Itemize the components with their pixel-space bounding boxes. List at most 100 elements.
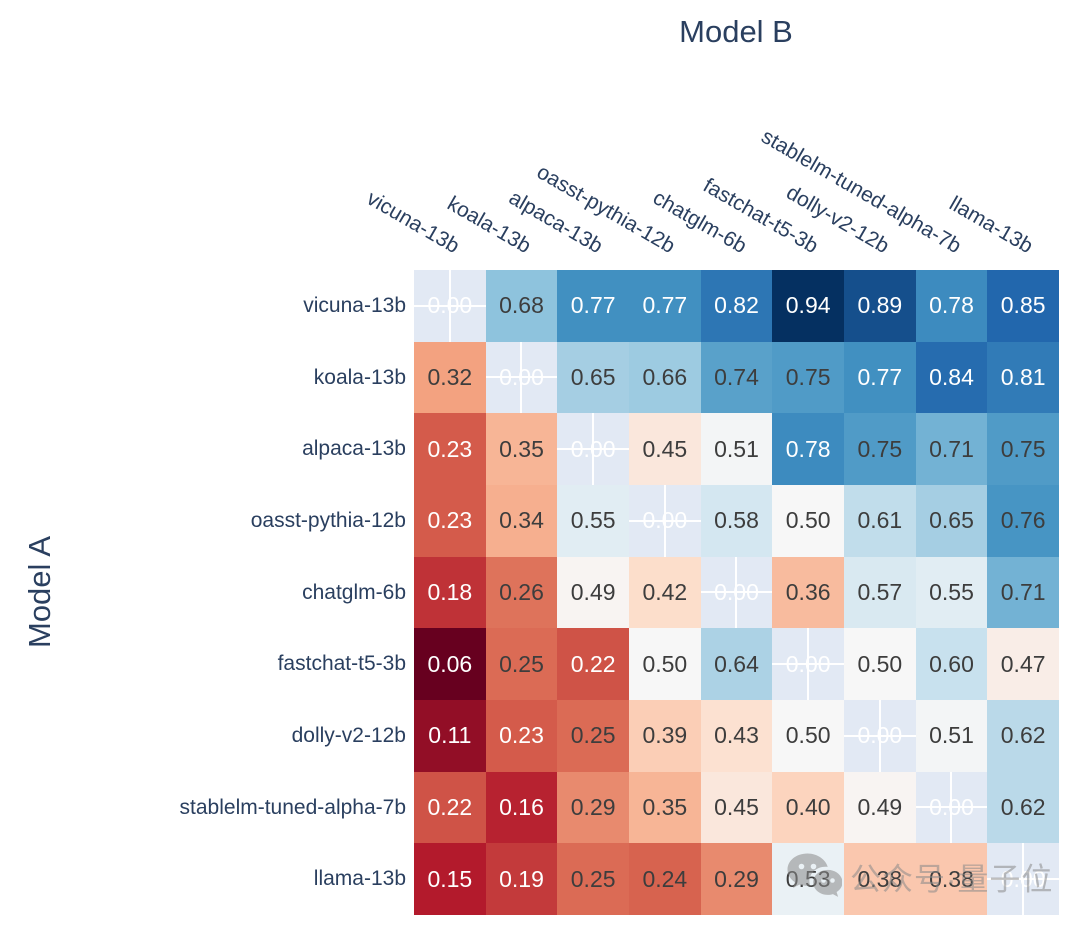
row-label-vicuna-13b: vicuna-13b [303,293,406,317]
heatmap-cell-stablelm-tuned-alpha-7b-vs-llama-13b: 0.62 [987,771,1059,844]
heatmap-cell-chatglm-6b-vs-llama-13b: 0.71 [987,556,1059,629]
x-axis-title: Model B [679,14,793,49]
cell-value: 0.45 [642,435,688,462]
heatmap-cell-alpaca-13b-vs-vicuna-13b: 0.23 [414,413,486,485]
row-label-llama-13b: llama-13b [313,867,406,891]
cell-value: 0.24 [642,865,688,892]
heatmap-grid: 0.00 0.68 0.77 0.77 0.82 0.94 0.89 0.78 0.85 0.32… [414,270,1059,915]
cell-value: 0.55 [570,507,616,534]
heatmap-cell-oasst-pythia-12b-vs-oasst-pythia-12b: 0.00 [628,484,701,557]
cell-value: 0.35 [642,793,688,820]
cell-value: 0.23 [427,435,473,462]
cell-value: 0.35 [499,435,544,462]
row-label-dolly-v2-12b: dolly-v2-12b [291,723,406,747]
heatmap-cell-llama-13b-vs-dolly-v2-12b: 0.38 [843,843,916,915]
cell-value: 0.50 [642,650,688,677]
heatmap-cell-vicuna-13b-vs-koala-13b: 0.68 [485,270,558,342]
heatmap-cell-vicuna-13b-vs-fastchat-t5-3b: 0.94 [772,270,844,342]
heatmap-cell-oasst-pythia-12b-vs-chatglm-6b: 0.58 [700,484,773,557]
cell-value: 0.36 [785,578,831,605]
heatmap-cell-llama-13b-vs-chatglm-6b: 0.29 [700,843,773,915]
heatmap-cell-llama-13b-vs-vicuna-13b: 0.15 [414,843,486,915]
heatmap-cell-oasst-pythia-12b-vs-fastchat-t5-3b: 0.50 [772,484,844,557]
cell-value: 0.06 [427,650,473,677]
cell-value: 0.94 [785,292,831,319]
cell-value: 0.62 [1000,793,1046,820]
heatmap-cell-chatglm-6b-vs-chatglm-6b: 0.00 [700,556,773,629]
heatmap-cell-vicuna-13b-vs-chatglm-6b: 0.82 [700,270,773,342]
cell-value: 0.71 [1000,578,1046,605]
cell-value: 0.50 [785,507,831,534]
cell-value: 0.25 [570,865,616,892]
heatmap-cell-stablelm-tuned-alpha-7b-vs-vicuna-13b: 0.22 [414,771,486,844]
row-label-alpaca-13b: alpaca-13b [302,437,406,461]
cell-value: 0.78 [929,292,974,319]
cell-value: 0.42 [642,578,688,605]
cell-value: 0.76 [1000,507,1046,534]
heatmap-cell-vicuna-13b-vs-vicuna-13b: 0.00 [414,270,486,342]
cell-value: 0.51 [929,722,974,749]
heatmap-cell-llama-13b-vs-fastchat-t5-3b: 0.53 [772,843,844,915]
heatmap-cell-oasst-pythia-12b-vs-llama-13b: 0.76 [987,484,1059,557]
cell-value: 0.55 [929,578,974,605]
heatmap-cell-llama-13b-vs-llama-13b: 0.00 [987,843,1059,915]
cell-value: 0.00 [714,578,759,605]
heatmap-cell-koala-13b-vs-llama-13b: 0.81 [987,341,1059,414]
heatmap-cell-dolly-v2-12b-vs-llama-13b: 0.62 [987,699,1059,772]
cell-value: 0.18 [427,578,473,605]
cell-value: 0.29 [570,793,616,820]
cell-value: 0.64 [714,650,759,677]
heatmap-cell-koala-13b-vs-stablelm-tuned-alpha-7b: 0.84 [915,341,988,414]
cell-value: 0.71 [929,435,974,462]
heatmap-cell-fastchat-t5-3b-vs-vicuna-13b: 0.06 [414,628,486,700]
row-label-fastchat-t5-3b: fastchat-t5-3b [277,652,406,676]
cell-value: 0.43 [714,722,759,749]
heatmap-cell-oasst-pythia-12b-vs-dolly-v2-12b: 0.61 [843,484,916,557]
cell-value: 0.75 [1000,435,1046,462]
cell-value: 0.00 [785,650,831,677]
cell-value: 0.47 [1000,650,1046,677]
heatmap-cell-chatglm-6b-vs-vicuna-13b: 0.18 [414,556,486,629]
row-label-chatglm-6b: chatglm-6b [302,580,406,604]
heatmap-cell-llama-13b-vs-oasst-pythia-12b: 0.24 [628,843,701,915]
cell-value: 0.32 [427,363,473,390]
cell-value: 0.34 [499,507,544,534]
heatmap-cell-alpaca-13b-vs-koala-13b: 0.35 [485,413,558,485]
heatmap-cell-dolly-v2-12b-vs-oasst-pythia-12b: 0.39 [628,699,701,772]
cell-value: 0.50 [785,722,831,749]
cell-value: 0.19 [499,865,544,892]
cell-value: 0.26 [499,578,544,605]
heatmap-cell-alpaca-13b-vs-llama-13b: 0.75 [987,413,1059,485]
cell-value: 0.82 [714,292,759,319]
cell-value: 0.77 [570,292,616,319]
heatmap-cell-vicuna-13b-vs-llama-13b: 0.85 [987,270,1059,342]
heatmap-cell-fastchat-t5-3b-vs-dolly-v2-12b: 0.50 [843,628,916,700]
heatmap-cell-dolly-v2-12b-vs-dolly-v2-12b: 0.00 [843,699,916,772]
heatmap-cell-oasst-pythia-12b-vs-vicuna-13b: 0.23 [414,484,486,557]
cell-value: 0.61 [857,507,903,534]
heatmap-cell-alpaca-13b-vs-stablelm-tuned-alpha-7b: 0.71 [915,413,988,485]
cell-value: 0.38 [857,865,903,892]
heatmap-cell-oasst-pythia-12b-vs-stablelm-tuned-alpha-7b: 0.65 [915,484,988,557]
heatmap-cell-stablelm-tuned-alpha-7b-vs-dolly-v2-12b: 0.49 [843,771,916,844]
cell-value: 0.77 [642,292,688,319]
cell-value: 0.66 [642,363,688,390]
cell-value: 0.58 [714,507,759,534]
heatmap-cell-stablelm-tuned-alpha-7b-vs-chatglm-6b: 0.45 [700,771,773,844]
heatmap-cell-fastchat-t5-3b-vs-stablelm-tuned-alpha-7b: 0.60 [915,628,988,700]
heatmap-cell-koala-13b-vs-vicuna-13b: 0.32 [414,341,486,414]
heatmap-cell-dolly-v2-12b-vs-alpaca-13b: 0.25 [557,699,629,772]
cell-value: 0.23 [499,722,544,749]
heatmap-cell-vicuna-13b-vs-dolly-v2-12b: 0.89 [843,270,916,342]
cell-value: 0.68 [499,292,544,319]
heatmap-cell-alpaca-13b-vs-alpaca-13b: 0.00 [557,413,629,485]
cell-value: 0.11 [428,722,472,749]
heatmap-cell-koala-13b-vs-koala-13b: 0.00 [485,341,558,414]
heatmap-cell-fastchat-t5-3b-vs-alpaca-13b: 0.22 [557,628,629,700]
y-axis-title: Model A [22,535,57,649]
cell-value: 0.25 [499,650,544,677]
cell-value: 0.75 [785,363,831,390]
heatmap-cell-stablelm-tuned-alpha-7b-vs-stablelm-tuned-alpha-7b: 0.00 [915,771,988,844]
cell-value: 0.22 [427,793,473,820]
